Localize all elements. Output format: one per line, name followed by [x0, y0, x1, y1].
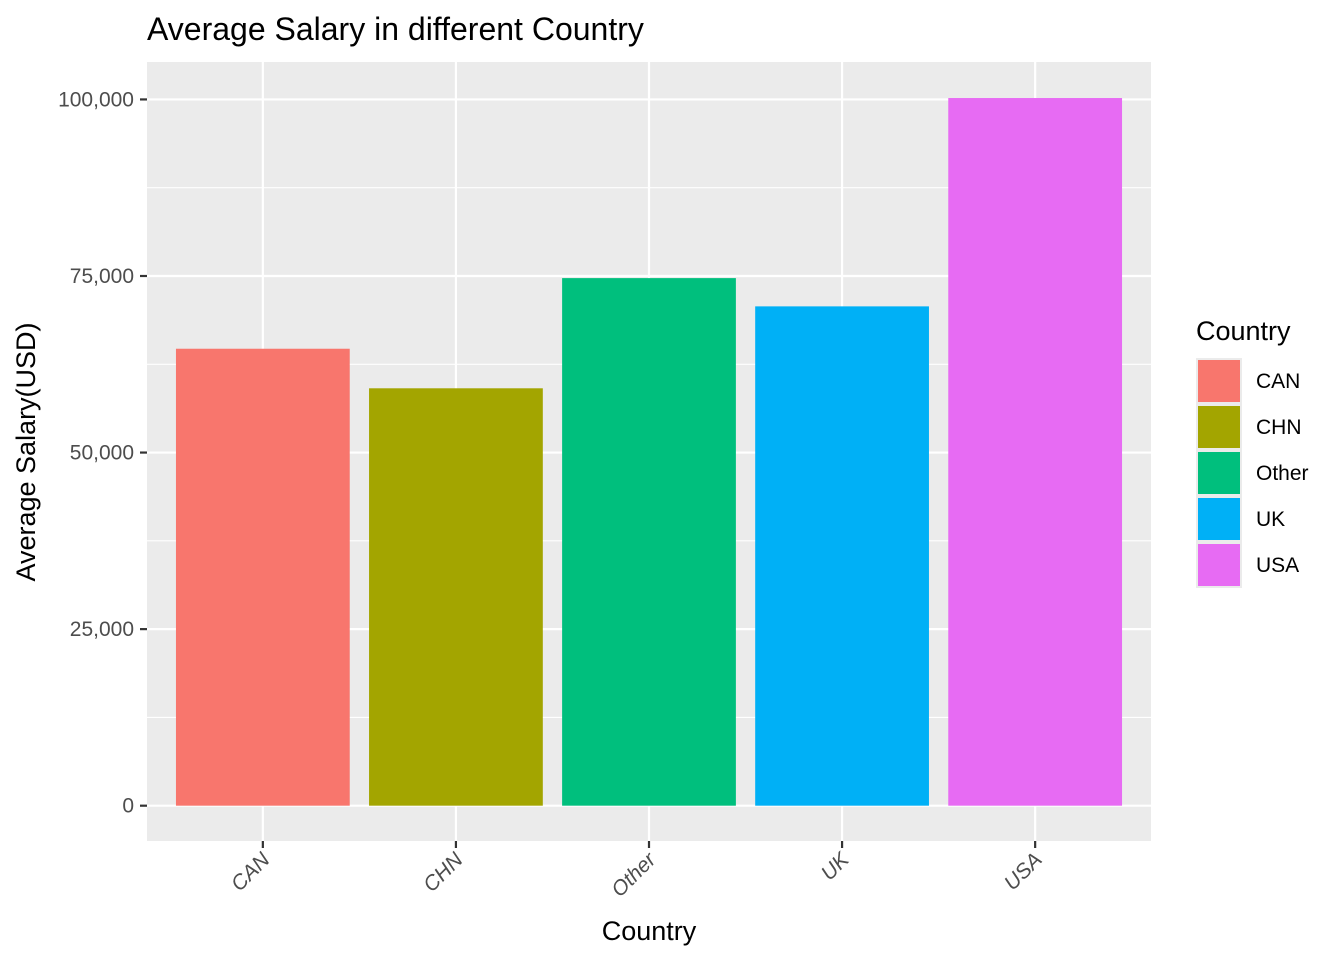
legend-label: CHN — [1256, 416, 1302, 439]
y-axis: 0 25,000 50,000 75,000 100,000 — [58, 88, 147, 818]
x-tick-label: CAN — [227, 848, 275, 896]
y-tick-label: 25,000 — [70, 618, 134, 641]
x-tick-label: CHN — [419, 848, 468, 897]
y-tick-label: 0 — [122, 795, 134, 818]
legend-label: CAN — [1256, 370, 1300, 393]
legend-swatch-usa — [1198, 544, 1240, 586]
y-axis-title: Average Salary(USD) — [11, 322, 41, 581]
bar-usa — [948, 98, 1123, 806]
y-tick-label: 75,000 — [70, 265, 134, 288]
legend-swatch-chn — [1198, 406, 1240, 448]
x-tick-label: UK — [817, 848, 855, 886]
legend-label: UK — [1256, 508, 1285, 531]
bar-other — [562, 278, 736, 806]
bars — [175, 98, 1123, 806]
x-axis-title: Country — [602, 916, 697, 946]
bar-uk — [755, 306, 929, 806]
y-tick-label: 50,000 — [70, 442, 134, 465]
legend-swatch-uk — [1198, 498, 1240, 540]
legend-label: USA — [1256, 554, 1299, 577]
legend-title: Country — [1196, 316, 1291, 346]
legend-label: Other — [1256, 462, 1309, 485]
legend: Country CAN CHN Other UK USA — [1196, 316, 1309, 588]
y-tick-label: 100,000 — [58, 88, 134, 111]
legend-swatch-other — [1198, 452, 1240, 494]
x-axis: CAN CHN Other UK USA — [227, 841, 1047, 902]
x-tick-label: USA — [1000, 848, 1047, 895]
x-tick-label: Other — [607, 848, 661, 902]
bar-can — [175, 348, 350, 806]
legend-swatch-can — [1198, 360, 1240, 402]
chart-title: Average Salary in different Country — [147, 11, 644, 47]
bar-chn — [369, 388, 543, 806]
